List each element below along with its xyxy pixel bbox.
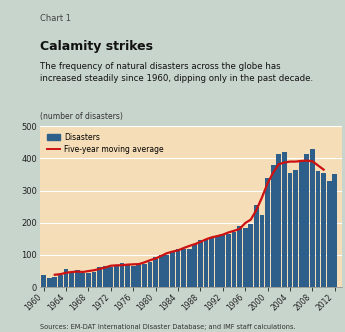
Text: The frequency of natural disasters across the globe has
increased steadily since: The frequency of natural disasters acros… [40, 62, 313, 83]
Bar [187, 249, 191, 287]
Bar [170, 251, 175, 287]
Bar [293, 170, 298, 287]
Bar [108, 267, 113, 287]
Bar [86, 273, 91, 287]
Bar [288, 173, 293, 287]
Bar [271, 165, 276, 287]
Bar [92, 272, 96, 287]
Bar [131, 266, 136, 287]
Bar [142, 264, 147, 287]
Bar [114, 265, 119, 287]
Bar [165, 255, 169, 287]
Bar [47, 278, 51, 287]
Bar [103, 266, 108, 287]
Text: Chart 1: Chart 1 [40, 14, 71, 23]
Bar [310, 149, 315, 287]
Bar [80, 273, 85, 287]
Bar [260, 215, 264, 287]
Bar [69, 272, 74, 287]
Bar [243, 228, 248, 287]
Bar [176, 249, 180, 287]
Bar [159, 255, 164, 287]
Bar [204, 239, 208, 287]
Bar [254, 205, 259, 287]
Bar [231, 232, 236, 287]
Bar [299, 160, 304, 287]
Text: Sources: EM-DAT International Disaster Database; and IMF staff calculations.: Sources: EM-DAT International Disaster D… [40, 324, 295, 330]
Bar [282, 152, 287, 287]
Bar [148, 262, 152, 287]
Bar [237, 226, 242, 287]
Bar [333, 174, 337, 287]
Bar [52, 277, 57, 287]
Bar [220, 234, 225, 287]
Legend: Disasters, Five-year moving average: Disasters, Five-year moving average [43, 130, 167, 157]
Bar [75, 271, 80, 287]
Bar [327, 181, 332, 287]
Bar [193, 244, 197, 287]
Bar [153, 257, 158, 287]
Bar [304, 153, 309, 287]
Bar [215, 236, 220, 287]
Text: Calamity strikes: Calamity strikes [40, 40, 153, 53]
Bar [209, 237, 214, 287]
Bar [265, 178, 270, 287]
Bar [181, 249, 186, 287]
Bar [136, 264, 141, 287]
Bar [226, 234, 231, 287]
Bar [120, 263, 125, 287]
Bar [198, 240, 203, 287]
Bar [248, 224, 253, 287]
Bar [41, 275, 46, 287]
Bar [316, 171, 321, 287]
Bar [276, 153, 281, 287]
Bar [63, 270, 68, 287]
Bar [125, 265, 130, 287]
Text: (number of disasters): (number of disasters) [40, 112, 122, 121]
Bar [321, 173, 326, 287]
Bar [97, 267, 102, 287]
Bar [58, 275, 63, 287]
